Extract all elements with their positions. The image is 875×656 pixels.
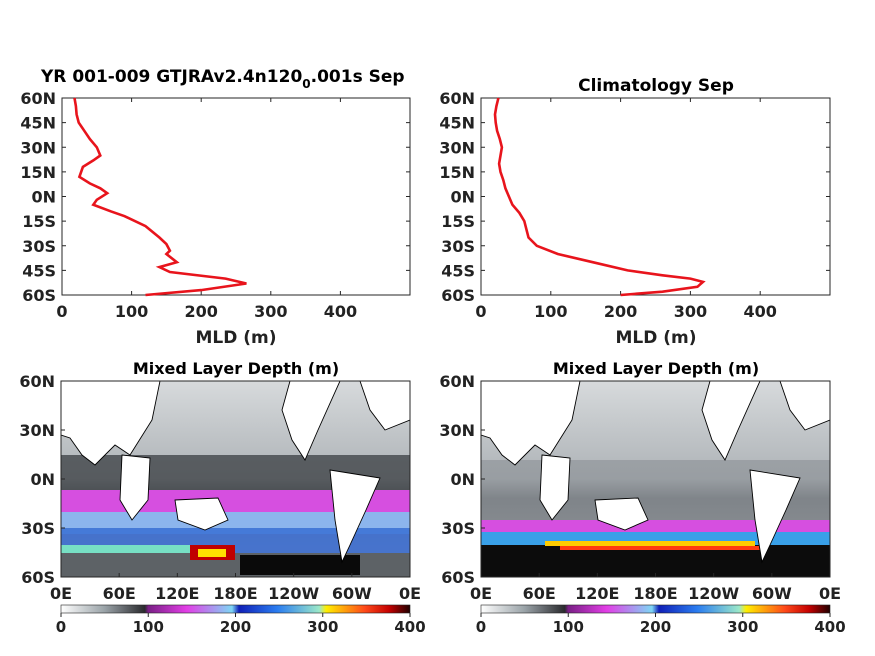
colorbar-tick-label: 100 — [133, 618, 164, 636]
x-tick-label: 400 — [743, 302, 776, 321]
land-africa — [119, 454, 151, 521]
y-tick-label: 30N — [20, 138, 56, 157]
land-north-america — [701, 381, 761, 461]
panel-title: Mixed Layer Depth (m) — [133, 359, 339, 378]
y-tick-label: 30N — [439, 421, 475, 440]
mld-profile-line — [493, 97, 706, 297]
y-tick-label: 0N — [31, 188, 56, 207]
plot-area — [61, 97, 411, 296]
x-tick-label: 60E — [103, 584, 136, 603]
x-tick-label: 0 — [475, 302, 486, 321]
y-tick-label: 15N — [439, 163, 475, 182]
x-tick-label: 400 — [324, 302, 357, 321]
y-tick-label: 30S — [441, 519, 475, 538]
panel-title: Climatology Sep — [578, 76, 734, 96]
land-africa — [539, 454, 571, 521]
y-tick-label: 60N — [19, 372, 55, 391]
colorbar-tick-label: 400 — [394, 618, 425, 636]
y-tick-label: 30S — [22, 237, 56, 256]
colorbar-ticks: 0 100 200 300 400 — [476, 613, 846, 636]
colorbar-tick-label: 100 — [553, 618, 584, 636]
y-tick-label: 30S — [21, 519, 55, 538]
x-tick-label: 0E — [470, 584, 492, 603]
x-tick-label: 0 — [56, 302, 67, 321]
y-tick-label: 0N — [450, 188, 475, 207]
profile-panel-model: YR 001-009 GTJRAv2.4n1200.001s Sep 60N 45… — [20, 67, 411, 348]
land-australia — [594, 497, 649, 531]
colorbar-tick-label: 300 — [307, 618, 338, 636]
mld-field — [61, 381, 410, 577]
colorbar-tick-label: 200 — [220, 618, 251, 636]
y-tick-label: 0N — [30, 470, 55, 489]
y-tick-label: 15N — [20, 163, 56, 182]
y-tick-label: 45N — [20, 114, 56, 133]
y-tick-label: 60S — [21, 568, 55, 587]
y-tick-label: 60S — [441, 568, 475, 587]
x-axis-label: MLD (m) — [615, 328, 696, 348]
x-tick-label: 300 — [674, 302, 707, 321]
y-tick-label: 30S — [441, 237, 475, 256]
y-tick-label: 0N — [450, 470, 475, 489]
colorbar-tick-label: 400 — [814, 618, 845, 636]
x-tick-label: 180E — [633, 584, 677, 603]
x-tick-label: 120E — [155, 584, 199, 603]
profile-panel-climatology: Climatology Sep 60N45N30N15N0N15S30S45S6… — [439, 76, 831, 348]
y-tick-label: 60S — [22, 286, 56, 305]
colorbar-ticks: 0 100 200 300 400 — [56, 613, 426, 636]
y-tick-label: 15S — [441, 212, 475, 231]
x-tick-label: 60W — [332, 584, 372, 603]
colorbar-tick-label: 0 — [476, 618, 486, 636]
x-tick-label: 300 — [254, 302, 287, 321]
land-eurasia-africa — [61, 381, 161, 466]
colorbar — [480, 604, 831, 614]
y-tick-label: 30N — [19, 421, 55, 440]
x-tick-label: 0E — [50, 584, 72, 603]
y-tick-label: 60N — [20, 89, 56, 108]
y-tick-label: 60S — [441, 286, 475, 305]
mld-field — [481, 381, 830, 577]
x-tick-label: 100 — [534, 302, 567, 321]
land-south-america — [749, 469, 801, 564]
colorbar-tick-label: 200 — [640, 618, 671, 636]
land-australia — [174, 497, 229, 531]
panel-title: Mixed Layer Depth (m) — [553, 359, 759, 378]
x-tick-label: 200 — [184, 302, 217, 321]
x-tick-label: 180E — [213, 584, 257, 603]
x-tick-label: 120E — [575, 584, 619, 603]
y-tick-label: 15S — [22, 212, 56, 231]
x-tick-label: 200 — [604, 302, 637, 321]
x-tick-label: 0E — [819, 584, 841, 603]
y-tick-label: 60N — [439, 89, 475, 108]
mld-profile-line — [73, 97, 247, 297]
land-north-america — [281, 381, 341, 461]
colorbar — [60, 604, 411, 614]
colorbar-tick-label: 300 — [727, 618, 758, 636]
x-tick-label: 120W — [268, 584, 319, 603]
x-tick-label: 60W — [752, 584, 792, 603]
y-tick-label: 60N — [439, 372, 475, 391]
x-tick-label: 0E — [399, 584, 421, 603]
x-tick-label: 120W — [688, 584, 739, 603]
x-axis-label: MLD (m) — [195, 328, 276, 348]
y-tick-label: 45S — [441, 261, 475, 280]
land-europe — [779, 381, 830, 431]
land-south-america — [329, 469, 381, 564]
x-tick-label: 60E — [523, 584, 556, 603]
x-tick-label: 100 — [115, 302, 148, 321]
land-eurasia-africa — [481, 381, 581, 466]
plot-area — [480, 97, 831, 296]
y-tick-label: 45N — [439, 114, 475, 133]
panel-title: YR 001-009 GTJRAv2.4n1200.001s Sep — [40, 67, 405, 91]
y-tick-label: 30N — [439, 138, 475, 157]
y-tick-label: 45S — [22, 261, 56, 280]
colorbar-tick-label: 0 — [56, 618, 66, 636]
land-europe — [359, 381, 410, 431]
